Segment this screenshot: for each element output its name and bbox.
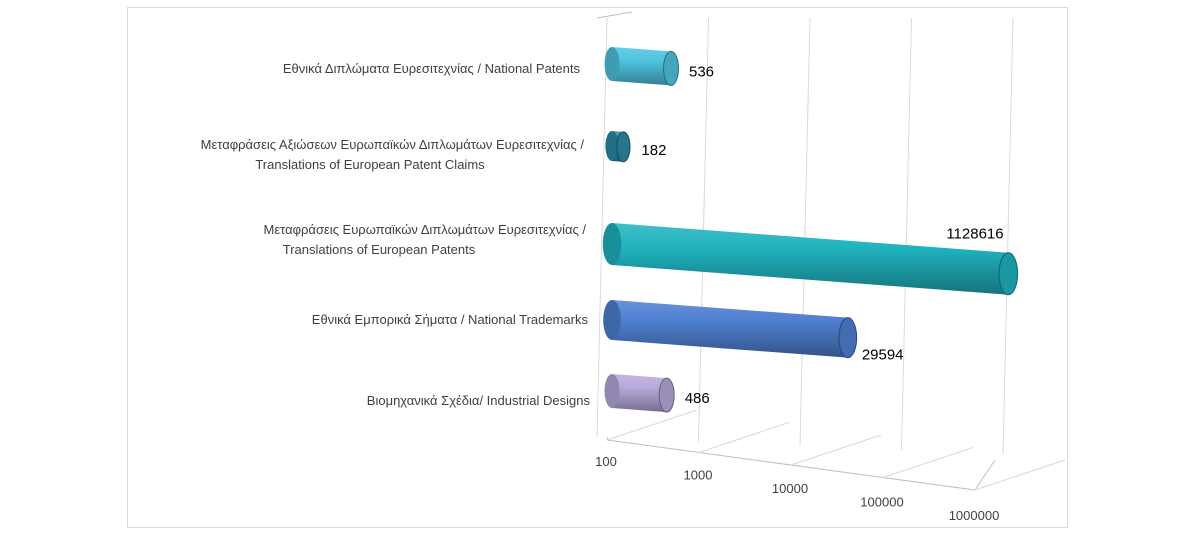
bar-cap-right [663,50,679,86]
gridline [698,17,709,442]
bar [604,374,675,413]
axis-edge [974,459,996,491]
x-tick-label: 1000000 [949,508,1000,523]
bar [603,300,858,359]
axis-edge [596,11,633,19]
bar [602,223,1019,296]
gridline [596,17,608,438]
category-label: Εθνικά Διπλώματα Ευρεσιτεχνίας / Nationa… [283,61,581,76]
floor-gridline [790,434,882,466]
floor-gridline [606,409,698,441]
value-labels: 536 182 1128616 29594 486 [641,63,1003,407]
bar-body [612,374,667,413]
bar-body [612,223,1009,295]
x-tick-label: 100 [595,454,617,469]
x-tick-label: 10000 [772,481,808,496]
bar-cap-right [838,317,858,359]
bar [605,131,631,163]
bar-cap-right [616,131,631,163]
value-label: 182 [641,142,666,159]
value-label: 29594 [862,347,904,364]
bar-cap-left [604,47,620,81]
bar-body [612,300,848,358]
floor-gridline [974,459,1066,491]
category-label: Μεταφράσεις Αξιώσεων Ευρωπαϊκών Διπλωμάτ… [201,137,585,172]
category-label: Μεταφράσεις Ευρωπαϊκών Διπλωμάτων Ευρεσι… [264,222,587,257]
x-axis-ticks: 100 1000 10000 100000 1000000 [595,454,999,523]
bars [602,47,1019,413]
floor-gridline [698,422,790,453]
x-tick-label: 1000 [684,468,713,483]
value-label: 536 [689,63,714,80]
bar-cap-left [603,300,621,340]
category-labels: Εθνικά Διπλώματα Ευρεσιτεχνίας / Nationa… [201,61,591,408]
bar-body [612,47,672,86]
bar-cap-left [605,131,619,161]
gridline [1002,17,1014,455]
gridline [799,17,811,446]
grid [596,11,1066,491]
bar [604,47,679,86]
bar-cap-left [604,374,620,408]
bar-cap-right [998,252,1019,296]
floor-gridline [882,447,974,478]
x-tick-label: 100000 [860,495,903,510]
gridline [901,17,912,450]
category-label: Βιομηχανικά Σχέδια/ Industrial Designs [367,393,591,408]
category-label: Εθνικά Εμπορικά Σήματα / National Tradem… [312,312,589,327]
value-label: 486 [685,390,710,407]
bar-cap-left [602,223,622,265]
value-label: 1128616 [946,226,1003,243]
bar-cap-right [658,377,675,413]
